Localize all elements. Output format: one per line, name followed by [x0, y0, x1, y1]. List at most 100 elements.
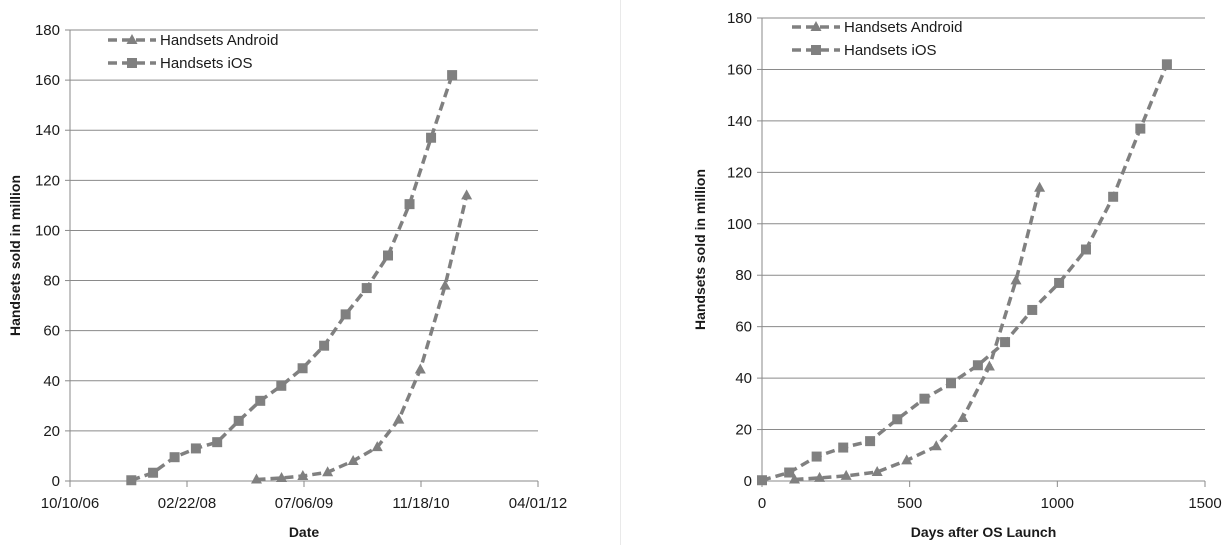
y-tick-label: 180	[727, 10, 752, 27]
data-point	[1080, 244, 1091, 255]
y-tick-label: 20	[735, 422, 752, 439]
data-point	[439, 279, 451, 290]
data-point	[757, 475, 767, 486]
data-point	[840, 469, 852, 480]
data-point	[892, 414, 903, 425]
legend-label: Handsets Android	[844, 19, 962, 36]
legend-label: Handsets Android	[160, 32, 278, 49]
data-point	[1135, 123, 1146, 134]
data-point	[1161, 59, 1172, 70]
series-line	[794, 187, 1042, 482]
legend-label: Handsets iOS	[160, 55, 253, 72]
legend-item: Handsets iOS	[792, 42, 937, 59]
legend-item: Handsets iOS	[108, 55, 253, 72]
data-point	[276, 380, 287, 391]
data-point	[371, 441, 383, 452]
y-tick-label: 100	[35, 222, 60, 239]
data-point	[946, 378, 957, 389]
data-point	[447, 70, 458, 81]
series-line	[256, 194, 469, 482]
y-tick-label: 40	[43, 373, 60, 390]
y-tick-label: 0	[52, 473, 60, 490]
data-point	[250, 473, 262, 484]
data-point	[340, 309, 351, 320]
y-tick-label: 140	[35, 122, 60, 139]
series-ios	[757, 59, 1172, 486]
data-point	[871, 465, 883, 476]
data-point	[361, 283, 372, 294]
data-point	[814, 471, 826, 482]
series-line	[130, 74, 454, 482]
x-tick-label: 0	[758, 495, 766, 512]
data-point	[788, 473, 800, 484]
data-point	[190, 443, 201, 454]
legend-marker	[810, 21, 822, 31]
legend-marker	[127, 58, 137, 68]
series-ios	[126, 70, 458, 486]
legend-item: Handsets Android	[108, 32, 278, 49]
data-point	[919, 393, 930, 404]
x-tick-label: 11/18/10	[392, 495, 449, 512]
data-point	[930, 440, 942, 451]
data-point	[383, 250, 394, 261]
series-android	[250, 189, 473, 484]
data-point	[276, 471, 288, 482]
y-tick-label: 120	[35, 172, 60, 189]
series-line	[761, 63, 1169, 482]
data-point	[811, 451, 822, 462]
data-point	[1034, 181, 1046, 192]
data-point	[148, 467, 159, 478]
x-axis-title: Days after OS Launch	[911, 524, 1057, 540]
data-point	[426, 132, 437, 143]
y-tick-label: 20	[43, 423, 60, 440]
data-point	[865, 436, 876, 447]
y-axis-title: Handsets sold in million	[7, 175, 23, 336]
x-tick-label: 07/06/09	[275, 495, 333, 512]
data-point	[212, 437, 223, 448]
data-point	[322, 466, 334, 477]
legend-label: Handsets iOS	[844, 42, 937, 59]
data-point	[983, 360, 995, 371]
data-point	[297, 363, 308, 374]
legend-item: Handsets Android	[792, 19, 962, 36]
x-tick-label: 04/01/12	[509, 495, 567, 512]
data-point	[319, 340, 330, 351]
data-point	[404, 199, 415, 210]
y-tick-label: 120	[727, 164, 752, 181]
data-point	[901, 454, 913, 465]
y-axis-title: Handsets sold in million	[692, 169, 708, 330]
x-tick-label: 1000	[1041, 495, 1074, 512]
x-tick-label: 10/10/06	[41, 495, 99, 512]
data-point	[255, 395, 266, 406]
data-point	[393, 413, 405, 424]
legend-marker	[811, 45, 821, 55]
data-point	[838, 442, 849, 453]
y-tick-label: 160	[35, 72, 60, 89]
data-point	[1010, 274, 1022, 285]
data-point	[233, 415, 244, 426]
data-point	[1027, 304, 1038, 315]
y-tick-label: 100	[727, 216, 752, 233]
y-tick-label: 60	[43, 323, 60, 340]
y-tick-label: 40	[735, 370, 752, 387]
series-android	[788, 181, 1046, 484]
legend-marker	[126, 34, 138, 44]
data-point	[297, 469, 309, 480]
x-tick-label: 500	[897, 495, 922, 512]
data-point	[1108, 191, 1119, 202]
data-point	[347, 454, 359, 465]
y-tick-label: 60	[735, 319, 752, 336]
y-tick-label: 140	[727, 113, 752, 130]
data-point	[784, 467, 795, 478]
chart-date: 0 20 40 60 80 100 120 140 160 180 10/10/06 02/22/08…	[7, 22, 567, 540]
y-tick-label: 160	[727, 61, 752, 78]
data-point	[972, 360, 983, 371]
data-point	[169, 452, 180, 463]
chart-divider	[620, 0, 621, 545]
x-tick-label: 1500	[1188, 495, 1221, 512]
data-point	[1000, 337, 1011, 348]
data-point	[126, 475, 137, 486]
chart-days-after-launch: 0 20 40 60 80 100 120 140 160 180 0 500 1000 1500 Days…	[692, 10, 1222, 540]
data-point	[461, 189, 473, 200]
data-point	[414, 363, 426, 374]
